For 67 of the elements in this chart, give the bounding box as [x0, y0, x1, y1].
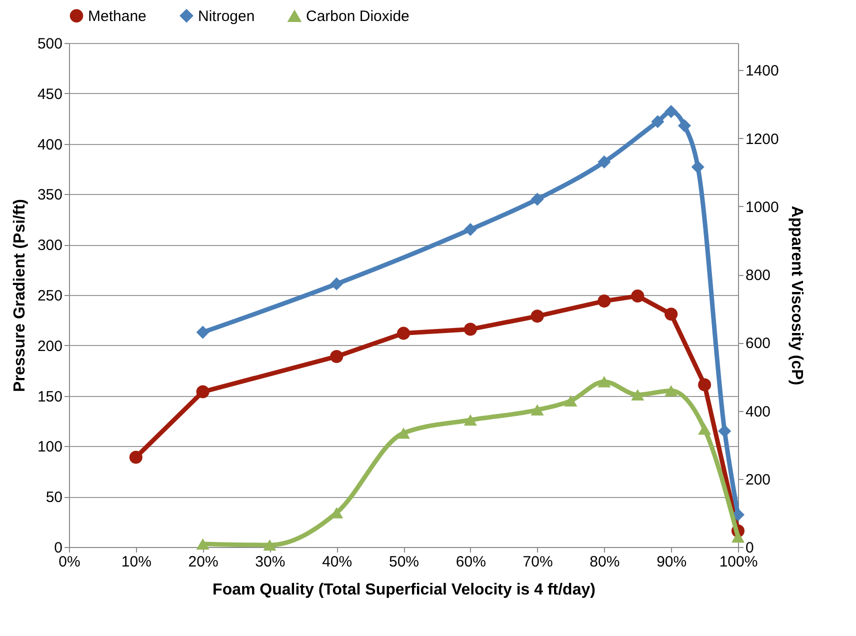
- point: [691, 160, 704, 174]
- x-tick-label: 60%: [456, 554, 486, 570]
- x-tick-label: 50%: [388, 554, 420, 570]
- point: [129, 450, 142, 464]
- point: [530, 404, 544, 416]
- legend-label: Nitrogen: [198, 8, 255, 25]
- point: [651, 115, 664, 128]
- y-tick-label: 50: [46, 489, 62, 506]
- y-tick-label: 100: [37, 438, 62, 456]
- x-tick-label: 80%: [590, 554, 620, 570]
- point: [196, 385, 210, 398]
- point: [664, 308, 678, 321]
- point: [598, 294, 611, 308]
- x-tick-label: 10%: [121, 554, 152, 570]
- y-tick-label: 400: [37, 136, 62, 154]
- x-tick-label: 20%: [188, 554, 218, 570]
- x-axis-title: Foam Quality (Total Superficial Velocity is 4 ft/day): [212, 582, 596, 598]
- y2-tick-label: 0: [746, 540, 754, 556]
- y-axis-title: Pressure Gradient (Psi/ft): [11, 199, 28, 392]
- point: [598, 155, 611, 168]
- point: [631, 290, 644, 303]
- point: [698, 378, 712, 392]
- point: [530, 192, 544, 206]
- y2-axis-title: Apparent Viscosity (cP): [788, 206, 805, 386]
- y-tick-label: 150: [37, 388, 62, 406]
- point: [718, 424, 732, 438]
- y-tick-label: 350: [37, 186, 62, 204]
- x-tick-label: 40%: [322, 554, 352, 570]
- point: [678, 119, 691, 132]
- x-tick-label: 100%: [719, 554, 758, 570]
- legend-label: Methane: [88, 8, 146, 25]
- y2-tick-label: 800: [746, 267, 771, 284]
- x-tick-label: 70%: [522, 554, 553, 570]
- point: [330, 350, 344, 363]
- point: [464, 322, 477, 336]
- x-tick-label: 30%: [255, 554, 286, 570]
- legend-label: Carbon Dioxide: [306, 8, 410, 26]
- y-tick-label: 450: [37, 86, 62, 103]
- y2-tick-label: 600: [746, 335, 771, 352]
- point: [196, 326, 210, 339]
- y-tick-label: 500: [37, 36, 62, 52]
- point: [631, 389, 644, 400]
- point: [664, 105, 678, 118]
- y-tick-label: 250: [37, 288, 62, 304]
- point: [396, 326, 410, 340]
- point: [464, 222, 477, 236]
- y2-tick-label: 1000: [746, 198, 779, 216]
- x-tick-label: 90%: [656, 554, 687, 570]
- point: [196, 538, 210, 550]
- y2-tick-label: 1200: [746, 130, 779, 148]
- x-tick-label: 0%: [58, 554, 80, 570]
- point: [664, 385, 678, 396]
- y-tick-label: 0: [54, 540, 62, 556]
- point: [598, 376, 611, 388]
- y2-tick-label: 200: [746, 471, 771, 488]
- point: [263, 539, 276, 551]
- point: [464, 414, 477, 426]
- point: [396, 427, 410, 439]
- y-tick-label: 300: [37, 237, 62, 254]
- point: [564, 395, 578, 406]
- point: [698, 423, 712, 435]
- y2-tick-label: 400: [746, 403, 771, 420]
- y2-tick-label: 1400: [746, 62, 779, 80]
- point: [731, 531, 745, 543]
- point: [330, 277, 344, 290]
- point: [530, 310, 544, 323]
- y-tick-label: 200: [37, 338, 62, 355]
